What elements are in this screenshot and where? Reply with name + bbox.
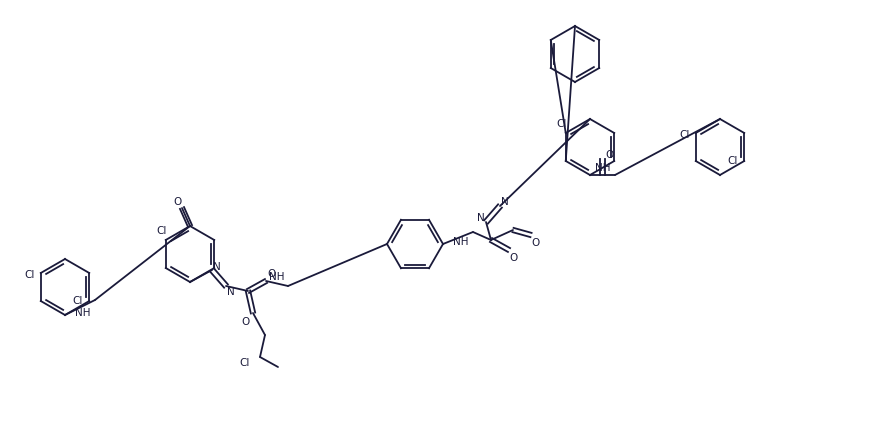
Text: N: N [501, 197, 509, 206]
Text: Cl: Cl [240, 357, 250, 367]
Text: N: N [227, 286, 235, 296]
Text: Cl: Cl [728, 156, 739, 166]
Text: N: N [477, 212, 485, 222]
Text: NH: NH [453, 237, 469, 246]
Text: NH: NH [595, 163, 610, 172]
Text: NH: NH [75, 307, 91, 317]
Text: Cl: Cl [157, 225, 167, 236]
Text: Cl: Cl [73, 295, 83, 305]
Text: O: O [173, 197, 181, 206]
Text: Cl: Cl [556, 119, 567, 129]
Text: O: O [267, 268, 276, 278]
Text: O: O [510, 252, 518, 262]
Text: O: O [605, 150, 614, 160]
Text: O: O [241, 316, 249, 326]
Text: O: O [532, 237, 540, 247]
Text: NH: NH [269, 271, 285, 281]
Text: Cl: Cl [24, 269, 35, 280]
Text: N: N [213, 261, 221, 271]
Text: Cl: Cl [679, 130, 690, 140]
